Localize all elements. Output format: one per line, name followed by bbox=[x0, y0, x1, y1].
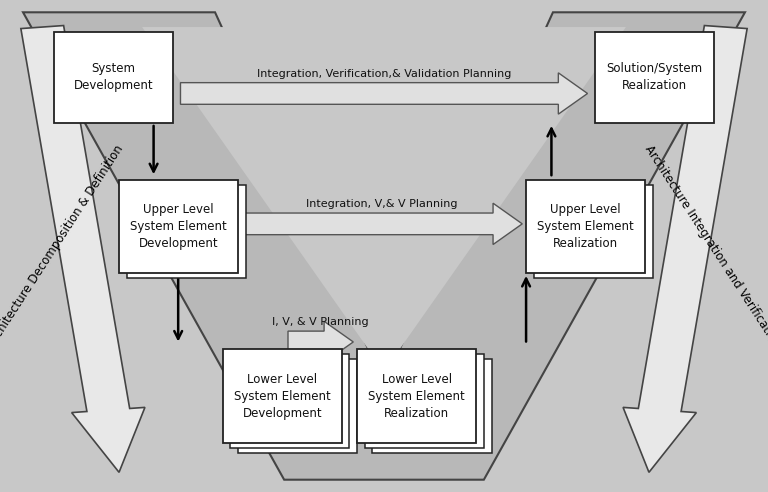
FancyBboxPatch shape bbox=[372, 359, 492, 453]
FancyBboxPatch shape bbox=[230, 354, 349, 448]
Text: Upper Level
System Element
Development: Upper Level System Element Development bbox=[131, 203, 227, 250]
Text: Lower Level
System Element
Realization: Lower Level System Element Realization bbox=[369, 372, 465, 420]
FancyBboxPatch shape bbox=[595, 32, 714, 123]
Polygon shape bbox=[180, 73, 588, 114]
Text: Architecture Decomposition & Definition: Architecture Decomposition & Definition bbox=[0, 142, 127, 350]
Polygon shape bbox=[142, 27, 626, 371]
FancyBboxPatch shape bbox=[127, 184, 246, 278]
Text: Lower Level
System Element
Development: Lower Level System Element Development bbox=[234, 372, 330, 420]
FancyBboxPatch shape bbox=[238, 359, 357, 453]
Text: Integration, Verification,& Validation Planning: Integration, Verification,& Validation P… bbox=[257, 69, 511, 79]
Polygon shape bbox=[288, 321, 353, 363]
Polygon shape bbox=[23, 12, 745, 480]
FancyBboxPatch shape bbox=[54, 32, 173, 123]
FancyBboxPatch shape bbox=[357, 349, 476, 443]
FancyBboxPatch shape bbox=[534, 184, 653, 278]
Text: I, V, & V Planning: I, V, & V Planning bbox=[273, 317, 369, 327]
FancyBboxPatch shape bbox=[526, 180, 645, 273]
FancyBboxPatch shape bbox=[119, 180, 238, 273]
Polygon shape bbox=[21, 26, 145, 472]
Text: System
Development: System Development bbox=[74, 62, 153, 92]
Text: Upper Level
System Element
Realization: Upper Level System Element Realization bbox=[538, 203, 634, 250]
Polygon shape bbox=[623, 26, 747, 472]
FancyBboxPatch shape bbox=[223, 349, 342, 443]
Text: Integration, V,& V Planning: Integration, V,& V Planning bbox=[306, 199, 458, 209]
Text: Solution/System
Realization: Solution/System Realization bbox=[607, 62, 703, 92]
Polygon shape bbox=[242, 203, 522, 245]
FancyBboxPatch shape bbox=[365, 354, 484, 448]
Text: Architecture Integration and Verification: Architecture Integration and Verificatio… bbox=[642, 143, 768, 349]
